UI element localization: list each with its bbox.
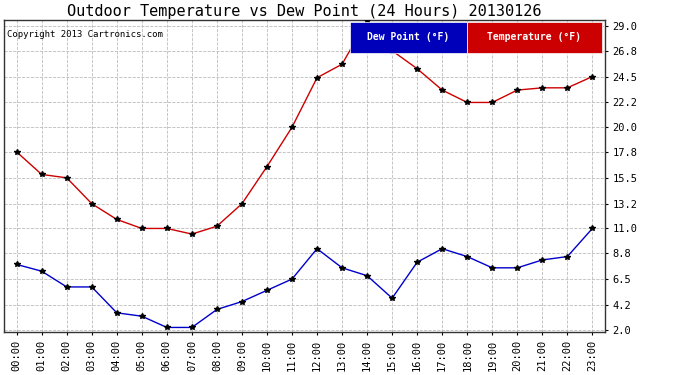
Title: Outdoor Temperature vs Dew Point (24 Hours) 20130126: Outdoor Temperature vs Dew Point (24 Hou…: [68, 4, 542, 19]
Text: Copyright 2013 Cartronics.com: Copyright 2013 Cartronics.com: [7, 30, 163, 39]
FancyBboxPatch shape: [350, 22, 466, 53]
FancyBboxPatch shape: [466, 22, 602, 53]
Text: Dew Point (°F): Dew Point (°F): [367, 33, 449, 42]
Text: Temperature (°F): Temperature (°F): [487, 33, 581, 42]
